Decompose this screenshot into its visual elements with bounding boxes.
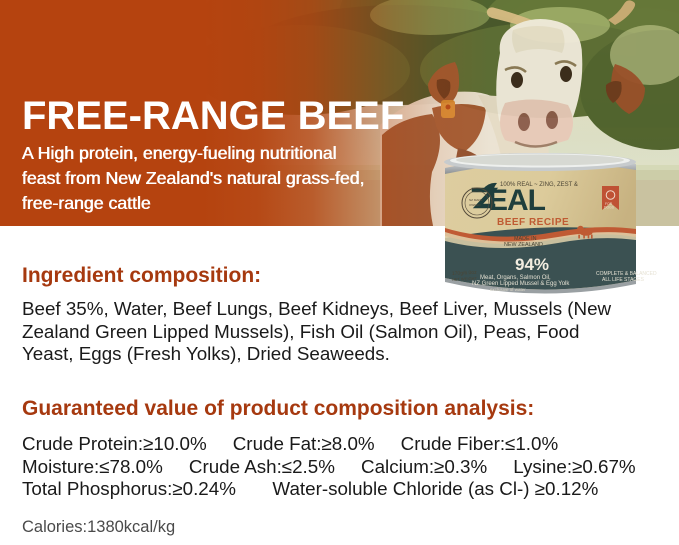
svg-text:94%: 94% [515, 255, 549, 274]
svg-text:100% REAL ~ ZING, ZEST &: 100% REAL ~ ZING, ZEST & [500, 182, 578, 188]
svg-text:BEEF RECIPE: BEEF RECIPE [497, 217, 569, 228]
svg-text:NEW ZEALAND: NEW ZEALAND [504, 242, 543, 248]
svg-text:exclusive of water: exclusive of water [490, 287, 526, 292]
svg-text:ALL LIFE STAGES: ALL LIFE STAGES [602, 277, 645, 283]
svg-text:DOGS: DOGS [604, 206, 615, 210]
svg-text:OWNED: OWNED [469, 203, 481, 207]
svg-text:NZ MADE: NZ MADE [469, 198, 483, 202]
